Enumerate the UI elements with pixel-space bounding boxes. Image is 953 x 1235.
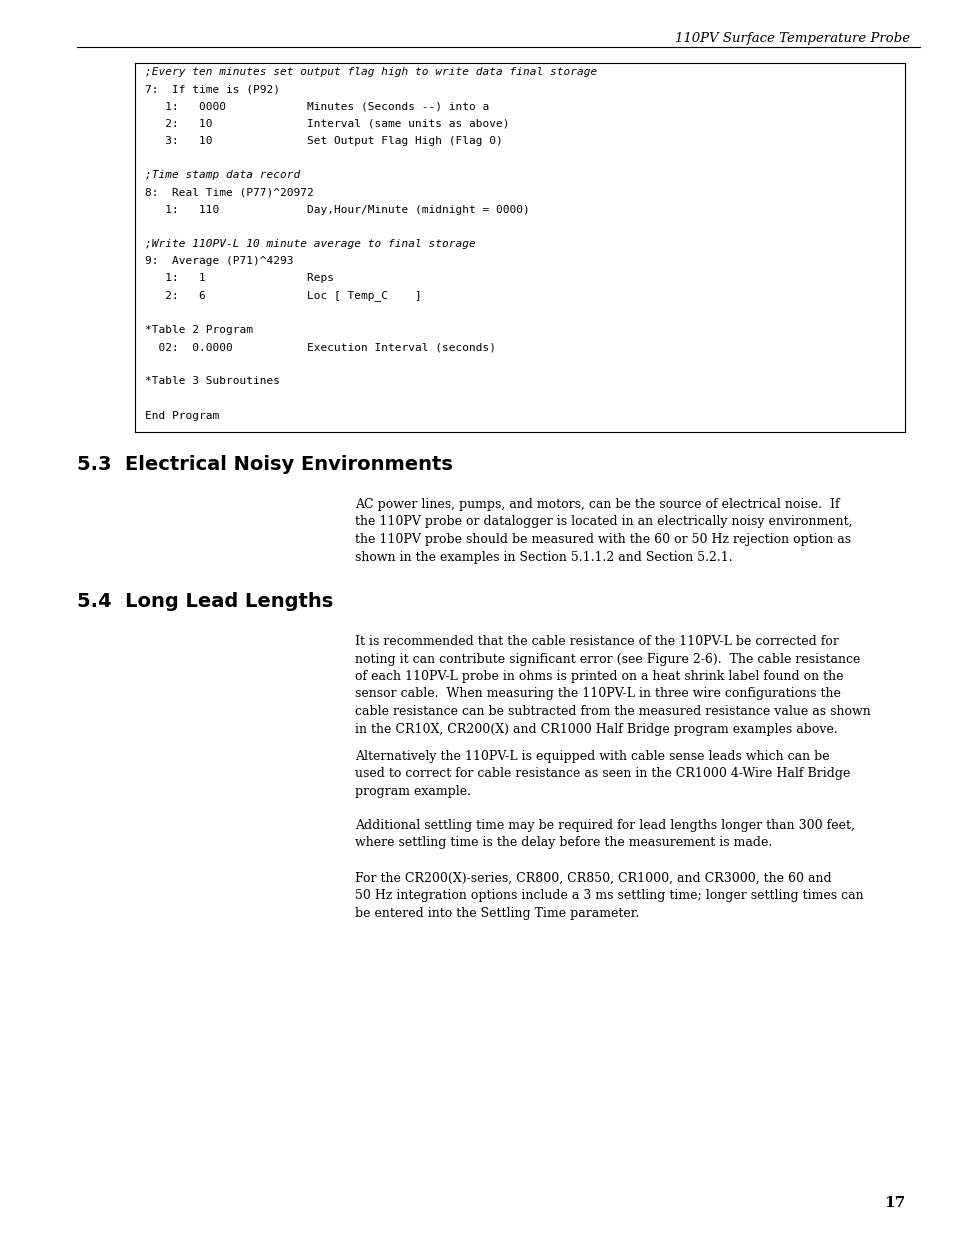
Text: For the CR200(X)-series, CR800, CR850, CR1000, and CR3000, the 60 and
50 Hz inte: For the CR200(X)-series, CR800, CR850, C…	[355, 872, 862, 920]
Text: ;Write 110PV-L 10 minute average to final storage: ;Write 110PV-L 10 minute average to fina…	[145, 240, 476, 249]
Text: 2:   6               Loc [ Temp_C    ]: 2: 6 Loc [ Temp_C ]	[145, 290, 421, 301]
Text: Alternatively the 110PV-L is equipped with cable sense leads which can be
used t: Alternatively the 110PV-L is equipped wi…	[355, 750, 849, 798]
Text: *Table 2 Program: *Table 2 Program	[145, 325, 253, 335]
Text: 8:  Real Time (P77)^20972: 8: Real Time (P77)^20972	[145, 188, 314, 198]
Text: It is recommended that the cable resistance of the 110PV-L be corrected for
noti: It is recommended that the cable resista…	[355, 635, 870, 736]
Text: 2:   10              Interval (same units as above): 2: 10 Interval (same units as above)	[145, 119, 509, 128]
Text: AC power lines, pumps, and motors, can be the source of electrical noise.  If
th: AC power lines, pumps, and motors, can b…	[355, 498, 852, 563]
Text: *Table 3 Subroutines: *Table 3 Subroutines	[145, 377, 280, 387]
Text: 3:   10              Set Output Flag High (Flag 0): 3: 10 Set Output Flag High (Flag 0)	[145, 136, 502, 146]
Text: 1:   110             Day,Hour/Minute (midnight = 0000): 1: 110 Day,Hour/Minute (midnight = 0000)	[145, 205, 529, 215]
Text: ;Time stamp data record: ;Time stamp data record	[145, 170, 300, 180]
Text: 1:   1               Reps: 1: 1 Reps	[145, 273, 334, 283]
Text: 1:   0000            Minutes (Seconds --) into a: 1: 0000 Minutes (Seconds --) into a	[145, 101, 489, 111]
Text: ;Every ten minutes set output flag high to write data final storage: ;Every ten minutes set output flag high …	[145, 68, 597, 78]
Text: 5.3  Electrical Noisy Environments: 5.3 Electrical Noisy Environments	[77, 454, 453, 474]
Text: 9:  Average (P71)^4293: 9: Average (P71)^4293	[145, 256, 294, 267]
Text: 110PV Surface Temperature Probe: 110PV Surface Temperature Probe	[674, 32, 909, 44]
Text: Additional settling time may be required for lead lengths longer than 300 feet,
: Additional settling time may be required…	[355, 819, 854, 848]
Text: End Program: End Program	[145, 411, 219, 421]
Text: 17: 17	[882, 1195, 904, 1210]
Text: 5.4  Long Lead Lengths: 5.4 Long Lead Lengths	[77, 592, 333, 611]
Text: 7:  If time is (P92): 7: If time is (P92)	[145, 85, 280, 95]
Text: 02:  0.0000           Execution Interval (seconds): 02: 0.0000 Execution Interval (seconds)	[145, 342, 496, 352]
